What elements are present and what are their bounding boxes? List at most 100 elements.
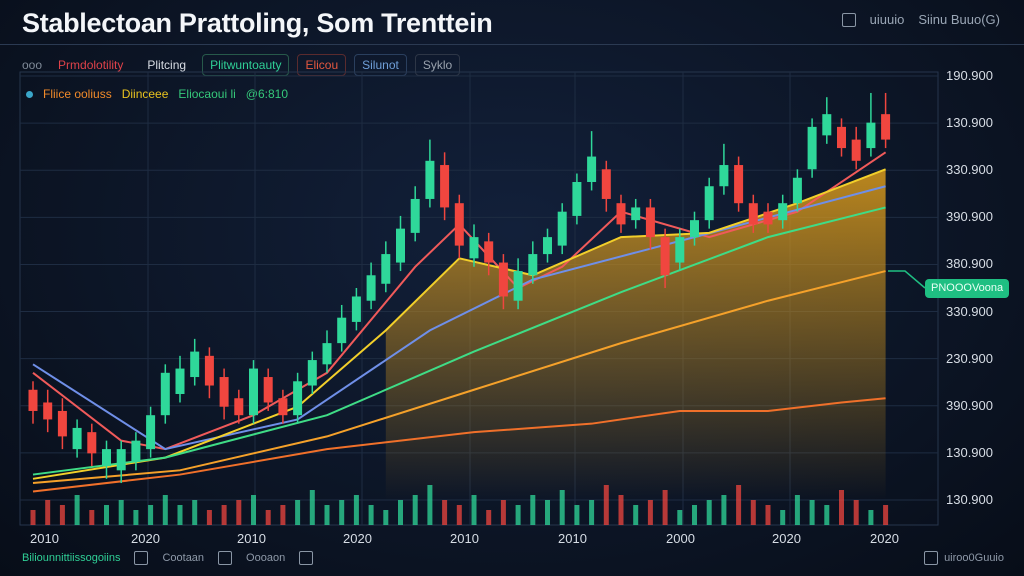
candle-body [822, 114, 832, 136]
footer-icon[interactable] [218, 551, 233, 565]
y-tick-label: 390.900 [946, 209, 993, 225]
candle-body [410, 198, 420, 233]
volume-bar [383, 510, 389, 525]
candle-body [307, 360, 317, 386]
footer-item[interactable]: Cootaan [162, 552, 205, 564]
candle-body [72, 427, 82, 450]
candle-body [175, 368, 185, 394]
header-divider [0, 44, 1024, 45]
candle-body [498, 262, 508, 297]
volume-bar [692, 505, 697, 525]
footer-item[interactable]: Biliounnittiissogoiins [22, 552, 121, 564]
tab-pricing[interactable]: Plitcing [147, 58, 187, 72]
volume-bar [442, 500, 448, 525]
volume-bar [353, 495, 359, 525]
volume-bar [265, 510, 271, 525]
footer-icon[interactable] [924, 551, 939, 565]
x-tick-label: 2010 [30, 531, 59, 546]
candle-body [381, 254, 391, 284]
page-title: Stablectoan Prattoling, Som Trenttein [22, 8, 493, 38]
volume-bar [192, 500, 198, 525]
volume-bar [133, 510, 139, 525]
x-tick-label: 2020 [131, 531, 160, 546]
tab-volatility[interactable]: Prmdolotility [58, 58, 124, 72]
volume-bar [765, 505, 771, 525]
footer-icon[interactable] [299, 551, 314, 565]
area-fill [385, 169, 886, 500]
candle-body [616, 203, 626, 225]
y-tick-label: 380.900 [946, 256, 993, 272]
volume-bar [89, 510, 95, 525]
volume-bar [662, 490, 668, 525]
y-tick-label: 130.900 [946, 492, 993, 507]
volume-bar [824, 505, 830, 525]
legend-item: Eliocaoui li [178, 87, 236, 101]
volume-bar [74, 495, 80, 525]
candle-body [851, 139, 861, 161]
volume-bar [177, 505, 183, 525]
volume-bar [603, 485, 609, 525]
volume-bar [618, 495, 624, 525]
candle-body [631, 207, 641, 221]
volume-bar [30, 510, 36, 525]
volume-bar [251, 495, 256, 525]
candle-body [87, 432, 97, 454]
toolbar-item[interactable]: Siinu Buuo(G) [918, 12, 1000, 27]
volume-bar [368, 505, 374, 525]
volume-bar [809, 500, 815, 525]
candle-body [28, 389, 38, 411]
volume-bar [515, 505, 521, 525]
volume-bar [148, 505, 154, 525]
volume-bar [883, 505, 889, 525]
toolbar-item[interactable]: uiuuio [869, 12, 905, 27]
candle-body [102, 449, 111, 467]
volume-bar [398, 500, 403, 525]
footer-item[interactable]: uiroo0Guuio [944, 552, 1004, 564]
volume-bar [647, 500, 653, 525]
legend-item: @6:810 [245, 87, 288, 101]
volume-bar [206, 510, 212, 525]
volume-bar [794, 495, 800, 525]
candle-body [219, 377, 229, 407]
volume-bar [162, 495, 168, 525]
x-tick-label: 2020 [870, 531, 899, 546]
x-tick-label: 2010 [558, 531, 587, 546]
y-tick-label: 390.900 [946, 397, 993, 413]
candle-body [57, 410, 67, 437]
candle-body [881, 114, 891, 140]
volume-bar [589, 500, 595, 525]
footer-icon[interactable] [134, 551, 149, 565]
candle-body [528, 254, 538, 276]
volume-bar [456, 505, 462, 525]
volume-bar [574, 505, 580, 525]
candle-body [249, 368, 258, 416]
candle-body [43, 402, 53, 420]
footer-item[interactable]: Oooaon [246, 552, 286, 564]
volume-bar [280, 505, 286, 525]
candle-body [837, 126, 846, 149]
chart-legend: Fliice ooliuss Diinceee Eliocaoui li @6:… [26, 87, 288, 101]
volume-bar [309, 490, 315, 525]
candle-body [543, 237, 552, 255]
volume-bar [780, 510, 786, 525]
candle-body [204, 355, 214, 386]
y-tick-label: 330.900 [946, 303, 993, 319]
series-line-green-ma [32, 206, 886, 476]
candle-body [366, 275, 376, 301]
volume-bar [736, 485, 742, 525]
settings-icon[interactable] [841, 12, 856, 27]
volume-bar [853, 500, 859, 525]
volume-bar [839, 490, 844, 525]
candle-body [351, 296, 361, 322]
volume-bar [427, 485, 433, 525]
x-tick-label: 2010 [450, 531, 479, 546]
y-tick-label: 130.900 [946, 444, 993, 460]
volume-bar [324, 505, 330, 525]
volume-bar [221, 505, 227, 525]
tabs-prefix: ooo [22, 58, 43, 72]
candle-body [322, 343, 332, 365]
volume-bar [750, 500, 756, 525]
top-right-toolbar: uiuuio Siinu Buuo(G) [841, 12, 1000, 27]
y-tick-label: 190.900 [946, 68, 993, 83]
